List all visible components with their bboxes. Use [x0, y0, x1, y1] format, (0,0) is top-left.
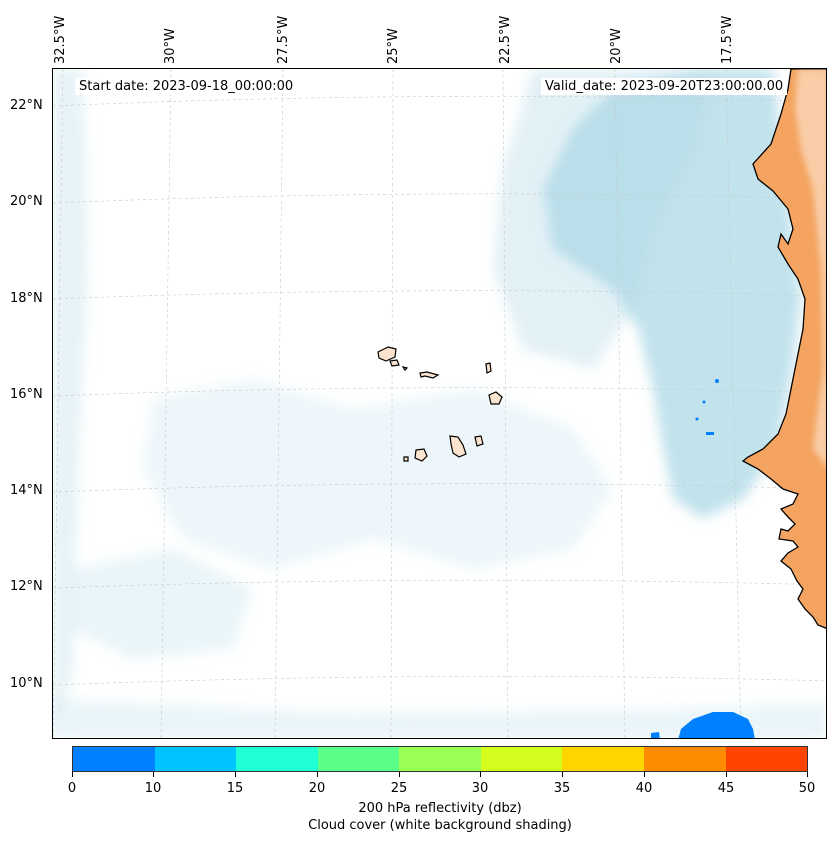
island-santa-luzia	[401, 366, 409, 371]
meridian-32-5w	[53, 69, 64, 738]
colorbar-tick	[153, 772, 154, 777]
colorbar-tick-label: 20	[308, 781, 326, 796]
colorbar-tick-label: 40	[635, 781, 653, 796]
valid-date-label: Valid_date: 2023-09-20T23:00:00.00	[541, 78, 788, 95]
lat-label-14n: 14°N	[10, 483, 43, 498]
colorbar-tick-label: 15	[226, 781, 244, 796]
reflectivity-layer	[651, 379, 755, 738]
lat-label-20n: 20°N	[10, 194, 43, 209]
reflectivity-south-speck	[651, 732, 660, 738]
colorbar-tick-label: 0	[67, 781, 77, 796]
parallel-18n	[53, 290, 826, 300]
parallel-22n	[53, 96, 826, 107]
reflectivity-dot-4	[706, 432, 714, 435]
colorbar-segment-20-25	[317, 747, 400, 771]
cloud-band-west	[53, 69, 88, 738]
island-brava	[403, 456, 409, 462]
lon-label-30w: 30°W	[163, 28, 178, 64]
lon-label-27-5w: 27.5°W	[276, 15, 291, 64]
colorbar-tick-label: 10	[144, 781, 162, 796]
reflectivity-colorbar	[72, 746, 808, 772]
parallel-10n	[53, 676, 826, 686]
africa-landmass	[741, 69, 826, 629]
colorbar-segment-15-20	[236, 747, 318, 771]
reflectivity-dot-3	[695, 417, 699, 421]
colorbar-tick	[726, 772, 727, 777]
colorbar-tick-label: 45	[717, 781, 735, 796]
colorbar-segment-0-10	[73, 747, 155, 771]
lat-label-18n: 18°N	[10, 291, 43, 306]
colorbar-tick-label: 30	[471, 781, 489, 796]
island-maio	[474, 435, 484, 447]
meridian-30w	[160, 69, 172, 738]
island-santiago	[449, 435, 467, 458]
colorbar-tick	[399, 772, 400, 777]
parallel-14n	[53, 483, 826, 493]
colorbar-segment-35-40	[562, 747, 644, 771]
reflectivity-dot-1	[715, 379, 719, 383]
cloud-band-mid	[143, 379, 613, 569]
parallel-12n	[53, 579, 826, 589]
colorbar-tick	[807, 772, 808, 777]
colorbar-subtitle: Cloud cover (white background shading)	[308, 818, 572, 833]
meridian-22-5w	[502, 69, 509, 738]
colorbar-segment-10-15	[154, 747, 237, 771]
colorbar-tick-label: 50	[798, 781, 816, 796]
colorbar-tick	[480, 772, 481, 777]
island-boa-vista	[488, 391, 503, 405]
reflectivity-south-patch	[678, 712, 755, 738]
colorbar-tick	[235, 772, 236, 777]
lon-label-20w: 20°W	[609, 28, 624, 64]
colorbar-title: 200 hPa reflectivity (dbz)	[358, 801, 522, 816]
island-sao-nicolau	[419, 371, 440, 379]
map-canvas	[53, 69, 826, 738]
colorbar-segment-45-50	[725, 747, 808, 771]
island-sal	[485, 362, 492, 374]
colorbar-tick-label: 35	[553, 781, 571, 796]
colorbar-tick	[317, 772, 318, 777]
lat-label-10n: 10°N	[10, 676, 43, 691]
colorbar-segment-25-30	[399, 747, 481, 771]
meridian-25w	[390, 69, 394, 738]
cloud-band-south	[53, 699, 826, 738]
colorbar-tick	[644, 772, 645, 777]
island-sao-vicente	[389, 359, 400, 367]
meridian-17-5w	[725, 69, 742, 738]
cloud-cover-layer	[53, 69, 826, 738]
colorbar-segment-40-45	[643, 747, 726, 771]
lon-label-32-5w: 32.5°W	[53, 15, 68, 64]
meridian-27-5w	[274, 69, 284, 738]
reflectivity-dot-2	[702, 400, 706, 404]
colorbar-segment-30-35	[480, 747, 563, 771]
colorbar-tick	[562, 772, 563, 777]
africa-land-shading	[795, 69, 826, 467]
parallel-16n	[53, 387, 826, 397]
meridian-20w	[614, 69, 626, 738]
africa-coast	[741, 69, 826, 629]
map-panel	[52, 68, 827, 739]
cloud-band-east-light	[493, 69, 713, 369]
colorbar-tick	[72, 772, 73, 777]
cape-verde-islands	[377, 346, 503, 462]
lat-label-22n: 22°N	[10, 98, 43, 113]
lon-label-22-5w: 22.5°W	[498, 15, 513, 64]
parallel-20n	[53, 193, 826, 204]
lon-label-17-5w: 17.5°W	[720, 15, 735, 64]
lat-label-16n: 16°N	[10, 387, 43, 402]
graticule	[53, 69, 826, 738]
lon-label-25w: 25°W	[386, 28, 401, 64]
start-date-label: Start date: 2023-09-18_00:00:00	[75, 78, 298, 95]
island-fogo	[414, 448, 428, 462]
lat-label-12n: 12°N	[10, 579, 43, 594]
colorbar-tick-label: 25	[390, 781, 408, 796]
island-santo-antao	[377, 346, 397, 362]
